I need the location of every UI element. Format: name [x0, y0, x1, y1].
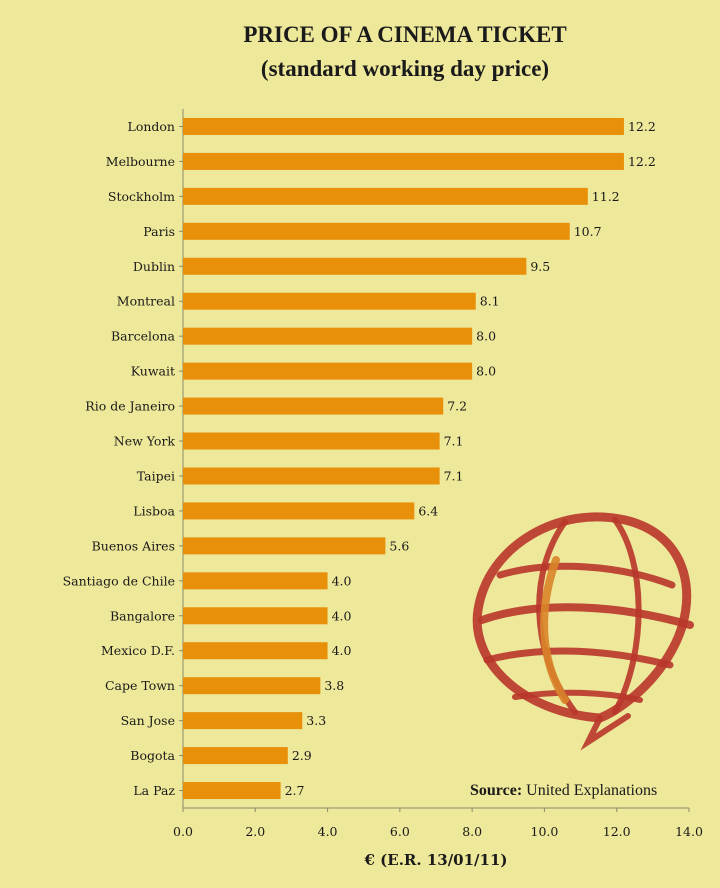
bar — [183, 467, 440, 485]
category-label: Cape Town — [105, 678, 175, 693]
value-label: 10.7 — [574, 224, 602, 239]
bar — [183, 502, 415, 520]
bar — [183, 257, 527, 275]
x-tick-label: 6.0 — [390, 824, 410, 839]
chart-title-line1: PRICE OF A CINEMA TICKET — [243, 22, 567, 47]
bar — [183, 152, 624, 170]
bar — [183, 292, 476, 310]
globe-speech-bubble-icon — [472, 512, 694, 751]
logo-stroke — [540, 556, 569, 704]
category-label: Paris — [143, 224, 175, 239]
x-tick-label: 2.0 — [245, 824, 265, 839]
bar — [183, 432, 440, 450]
logo-stroke — [478, 603, 694, 629]
bar — [183, 747, 288, 765]
bar — [183, 537, 386, 555]
logo-stroke — [580, 713, 631, 751]
bar — [183, 677, 321, 695]
value-label: 12.2 — [628, 119, 656, 134]
category-label: Dublin — [133, 259, 175, 274]
bar — [183, 572, 328, 590]
value-label: 3.8 — [324, 678, 344, 693]
value-label: 9.5 — [530, 259, 550, 274]
chart-subtitle: (standard working day price) — [260, 56, 550, 81]
value-label: 8.0 — [476, 329, 496, 344]
x-axis-label: € (E.R. 13/01/11) — [364, 851, 508, 869]
chart-title: PRICE OF A CINEMA TICKET (standard worki… — [0, 18, 720, 86]
value-label: 6.4 — [418, 503, 438, 518]
x-tick-label: 0.0 — [173, 824, 193, 839]
value-label: 7.2 — [447, 399, 467, 414]
source-label: Source: — [470, 782, 523, 799]
category-label: San Jose — [121, 713, 175, 728]
value-label: 7.1 — [444, 468, 464, 483]
category-label: Melbourne — [106, 154, 175, 169]
value-label: 5.6 — [389, 538, 409, 553]
category-label: London — [128, 119, 175, 134]
bar — [183, 607, 328, 625]
bar — [183, 362, 473, 380]
value-label: 8.0 — [476, 364, 496, 379]
category-label: Santiago de Chile — [63, 573, 175, 588]
category-label: Montreal — [117, 294, 175, 309]
value-label: 2.9 — [292, 748, 312, 763]
x-tick-label: 10.0 — [531, 824, 559, 839]
category-label: Stockholm — [108, 189, 175, 204]
bar — [183, 222, 570, 240]
logo-stroke — [512, 689, 643, 703]
bar — [183, 782, 281, 800]
category-label: Barcelona — [111, 329, 176, 344]
value-label: 11.2 — [592, 189, 620, 204]
x-tick-label: 12.0 — [603, 824, 631, 839]
logo-stroke — [612, 517, 642, 715]
logo-stroke — [496, 562, 676, 589]
category-label: Taipei — [137, 468, 175, 483]
category-label: Bogota — [130, 748, 175, 763]
category-label: Mexico D.F. — [101, 643, 175, 658]
value-label: 4.0 — [332, 608, 352, 623]
value-label: 4.0 — [332, 573, 352, 588]
x-tick-label: 4.0 — [318, 824, 338, 839]
value-label: 3.3 — [306, 713, 326, 728]
source-value: United Explanations — [526, 782, 658, 799]
value-label: 4.0 — [332, 643, 352, 658]
bar — [183, 397, 444, 415]
bar — [183, 712, 303, 730]
bar — [183, 117, 624, 135]
category-label: Buenos Aires — [92, 538, 175, 553]
category-label: La Paz — [133, 783, 175, 798]
source-note: Source: United Explanations — [470, 782, 695, 800]
bar — [183, 642, 328, 660]
category-label: Rio de Janeiro — [85, 399, 175, 414]
category-label: Kuwait — [131, 364, 175, 379]
category-label: Bangalore — [110, 608, 175, 623]
value-label: 2.7 — [285, 783, 305, 798]
value-label: 12.2 — [628, 154, 656, 169]
x-tick-label: 14.0 — [675, 824, 703, 839]
logo-stroke — [483, 647, 674, 669]
bar — [183, 187, 588, 205]
bar — [183, 327, 473, 345]
x-tick-label: 8.0 — [462, 824, 482, 839]
value-label: 7.1 — [444, 434, 464, 449]
category-label: Lisboa — [133, 503, 175, 518]
category-label: New York — [114, 434, 176, 449]
value-label: 8.1 — [480, 294, 500, 309]
